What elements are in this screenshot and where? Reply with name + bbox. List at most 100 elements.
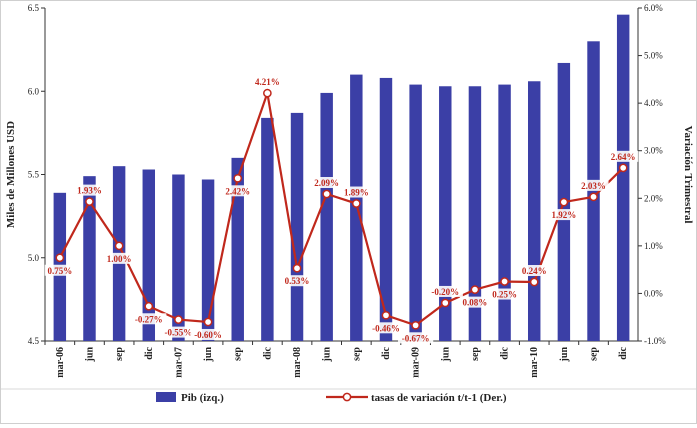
data-label: 4.21% (255, 77, 280, 87)
data-label-bg (459, 296, 490, 308)
y-tick-label-right: 6.0% (644, 3, 663, 13)
bar (290, 112, 304, 342)
data-label-bg (489, 288, 520, 300)
line-point (440, 298, 450, 308)
x-tick-label: jun (322, 347, 333, 363)
line-point (233, 173, 243, 183)
x-tick-label: sep (470, 347, 481, 361)
y-tick-label-left: 4.5 (28, 336, 40, 346)
x-tick-label: sep (233, 347, 244, 361)
line-point (144, 301, 154, 311)
data-label-bg (427, 285, 463, 297)
x-tick-label: mar-07 (173, 347, 184, 378)
line-point (203, 317, 213, 327)
x-tick-label: mar-09 (411, 347, 422, 378)
line-point (381, 310, 391, 320)
line-point (529, 277, 539, 287)
line-point (263, 88, 272, 98)
x-tick-label: dic (381, 346, 392, 359)
x-tick-label: mar-08 (292, 347, 303, 378)
data-label-bg (222, 185, 253, 197)
bar (498, 84, 511, 341)
data-label-bg (368, 322, 404, 334)
bar (616, 14, 630, 341)
bar (83, 176, 96, 341)
data-label: 1.00% (107, 254, 132, 264)
line-point (351, 199, 361, 208)
legend-swatch-bar (156, 392, 176, 402)
bar (172, 174, 185, 341)
legend: Pib (izq.) tasas de variación t/t-1 (Der.… (1, 388, 696, 404)
data-label: 1.92% (552, 210, 577, 220)
bar (587, 41, 600, 342)
y-tick-label-right: 0.0% (644, 288, 663, 298)
data-label-bg (311, 177, 342, 189)
data-label-bg (608, 150, 639, 162)
line-point (55, 253, 65, 263)
axes: 4.5 5.0 5.5 6.0 6.5 -1.0% 0.0% 1.0% 2.0% 3.0% 4.0%… (5, 3, 694, 378)
data-label: 1.89% (344, 188, 369, 198)
bar (409, 84, 422, 341)
data-label: 2.42% (225, 186, 250, 196)
data-label-bg (131, 313, 167, 325)
data-label: -0.27% (135, 314, 163, 324)
data-label: 0.08% (463, 298, 488, 308)
bar (201, 179, 215, 341)
x-tick-label: sep (351, 347, 362, 361)
x-tick-label: jun (84, 347, 95, 363)
legend-label-line: tasas de variación t/t-1 (Der.) (371, 392, 507, 404)
data-label-bg (190, 328, 226, 340)
x-tick-label: sep (589, 347, 600, 361)
x-tick-label: jun (559, 347, 570, 363)
y-tick-label-right: 2.0% (644, 193, 663, 203)
bar (468, 86, 482, 341)
data-label: -0.60% (194, 330, 222, 340)
line-point (174, 315, 183, 324)
bar (231, 157, 244, 341)
line-point (589, 192, 598, 202)
line-point (411, 320, 420, 330)
data-label: 0.25% (492, 290, 517, 300)
x-tick-label: dic (500, 346, 511, 359)
line-point (114, 241, 124, 251)
line-point (500, 277, 509, 286)
line-path (58, 92, 624, 327)
data-label-bg (398, 332, 434, 344)
bar (439, 86, 452, 341)
x-tick-label: jun (440, 347, 451, 363)
y-tick-label-right: 5.0% (644, 51, 663, 61)
data-label-bg (252, 76, 283, 88)
line-point (85, 197, 94, 206)
line-series (55, 88, 628, 330)
y-tick-label-left: 6.0 (28, 86, 40, 96)
y-tick-label-right: -1.0% (644, 336, 666, 346)
data-label: -0.46% (372, 323, 400, 333)
data-label-bg (282, 275, 313, 287)
y-axis-title-left: Miles de Millones USD (5, 121, 17, 228)
data-label: 2.03% (581, 181, 606, 191)
x-tick-label: mar-06 (55, 347, 66, 378)
bar (261, 117, 274, 341)
line-point (292, 263, 302, 273)
data-label: 2.64% (611, 152, 636, 162)
data-label: 2.09% (314, 178, 339, 188)
data-label: 1.93% (77, 186, 102, 196)
y-axis-title-right: Variación Trimestral (682, 126, 694, 224)
line-point (322, 189, 332, 199)
bar (379, 77, 393, 342)
bar (320, 92, 333, 341)
data-label: -0.55% (165, 328, 193, 338)
x-tick-label: mar-10 (529, 347, 540, 378)
x-tick-label: sep (114, 347, 125, 361)
y-tick-label-right: 4.0% (644, 98, 663, 108)
data-label: -0.20% (431, 287, 459, 297)
data-label-bg (44, 264, 75, 276)
data-label-bg (160, 326, 197, 338)
x-tick-label: jun (203, 347, 214, 363)
line-point (470, 285, 480, 294)
data-label-bg (341, 186, 372, 198)
y-tick-label-right: 1.0% (644, 241, 663, 251)
x-tick-label: dic (144, 346, 155, 359)
